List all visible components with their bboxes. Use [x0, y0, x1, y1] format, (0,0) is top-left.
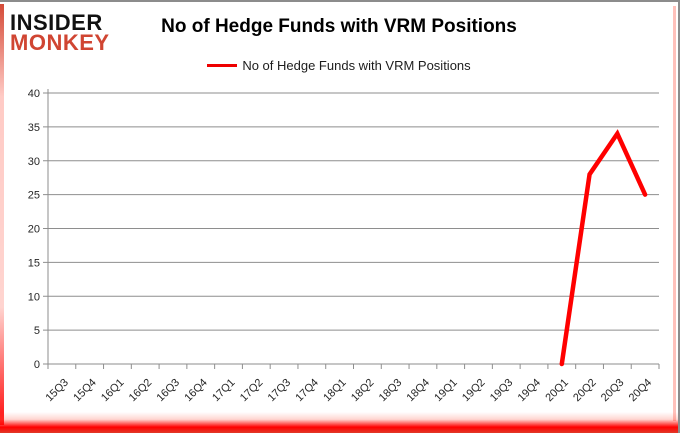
y-axis-label: 35 — [28, 122, 40, 134]
red-border-left — [0, 4, 4, 425]
x-axis-label: 16Q4 — [182, 377, 210, 405]
x-axis-label: 15Q4 — [71, 377, 99, 405]
x-axis-label: 19Q3 — [488, 377, 516, 405]
x-axis-label: 17Q1 — [210, 377, 238, 405]
y-axis-label: 25 — [28, 190, 40, 202]
y-axis-label: 0 — [34, 359, 40, 371]
x-axis-label: 16Q3 — [155, 377, 183, 405]
x-axis-label: 20Q1 — [543, 377, 571, 405]
pink-border-right — [673, 6, 676, 421]
x-axis-label: 16Q1 — [99, 377, 127, 405]
chart-title: No of Hedge Funds with VRM Positions — [161, 16, 517, 37]
x-axis-label: 20Q3 — [599, 377, 627, 405]
series-line — [559, 129, 648, 367]
x-axis-label: 16Q2 — [127, 377, 155, 405]
y-axis-label: 15 — [28, 257, 40, 269]
x-axis-label: 19Q1 — [432, 377, 460, 405]
x-axis-label: 17Q4 — [293, 377, 321, 405]
y-axis-label: 10 — [28, 291, 40, 303]
legend-label: No of Hedge Funds with VRM Positions — [242, 58, 471, 73]
x-axis-label: 19Q4 — [516, 377, 544, 405]
y-axis-label: 5 — [34, 325, 40, 337]
insider-monkey-logo: INSIDER MONKEY — [10, 10, 110, 56]
x-axis-label: 20Q4 — [627, 377, 655, 405]
y-axis-label: 20 — [28, 224, 40, 236]
x-axis-label: 17Q2 — [238, 377, 266, 405]
logo-text-insider: INSIDER — [10, 10, 103, 35]
red-border-bottom — [0, 412, 678, 433]
x-axis-label: 18Q2 — [349, 377, 377, 405]
x-axis-label: 15Q3 — [43, 377, 71, 405]
logo-text-monkey: MONKEY — [10, 30, 110, 56]
x-axis-label: 18Q4 — [405, 377, 433, 405]
x-axis-label: 20Q2 — [571, 377, 599, 405]
legend-line-swatch — [207, 64, 238, 67]
chart-legend: No of Hedge Funds with VRM Positions — [0, 58, 678, 73]
y-axis-label: 40 — [28, 88, 40, 100]
y-axis-label: 30 — [28, 156, 40, 168]
x-axis-label: 19Q2 — [460, 377, 488, 405]
x-axis-label: 17Q3 — [266, 377, 294, 405]
x-axis-label: 18Q1 — [321, 377, 349, 405]
x-axis-label: 18Q3 — [377, 377, 405, 405]
